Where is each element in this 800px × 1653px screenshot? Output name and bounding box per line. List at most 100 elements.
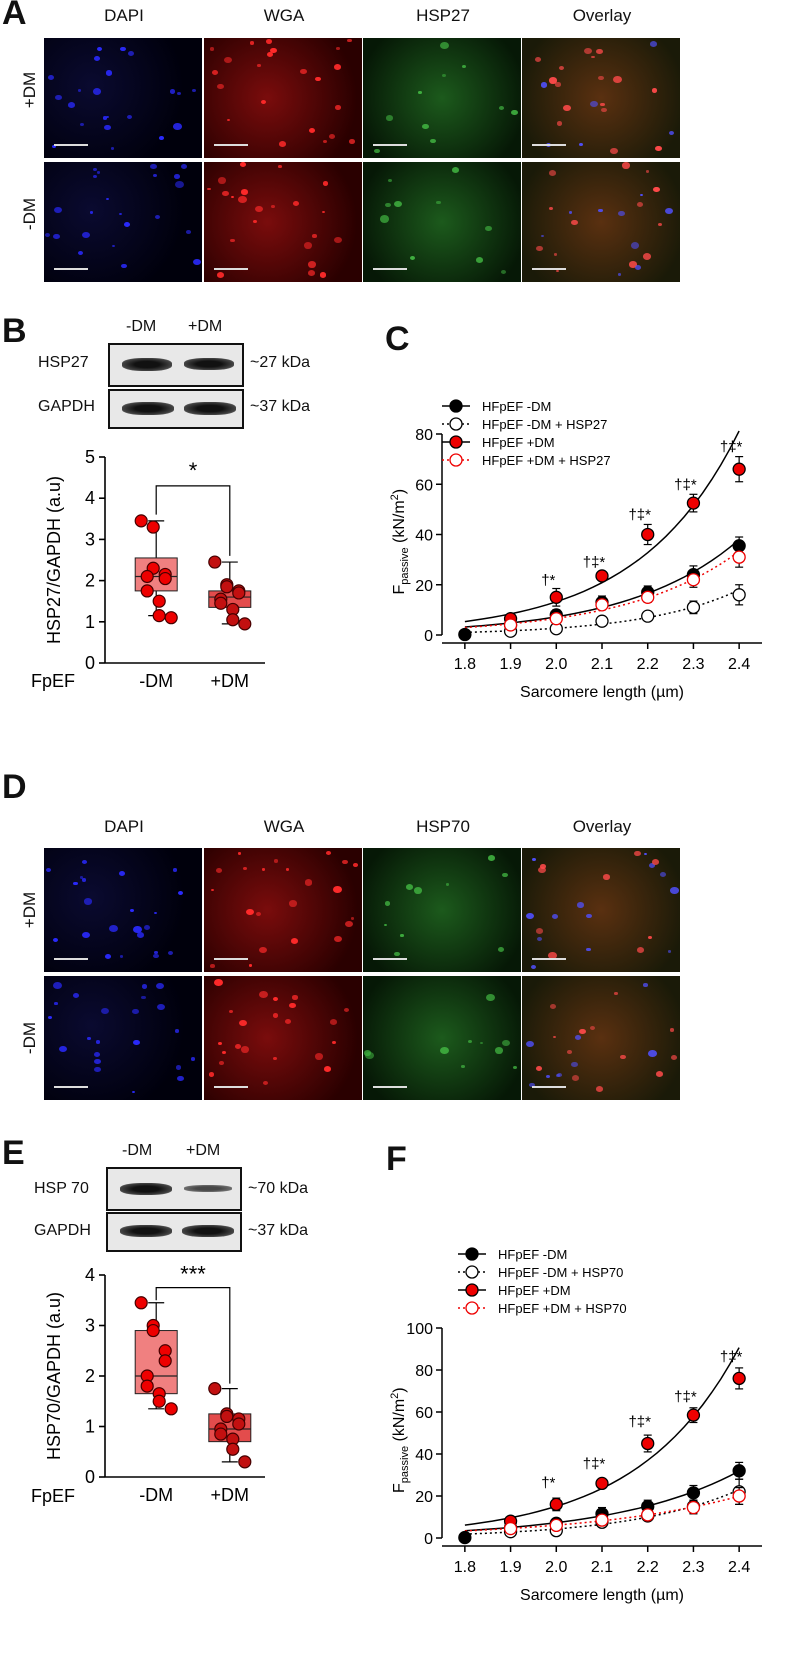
blot-row-gapdh-e: GAPDH — [34, 1222, 91, 1239]
cell-dot — [259, 946, 268, 954]
cell-dot — [173, 174, 180, 179]
scale-bar — [54, 144, 88, 146]
cell-dot — [334, 104, 341, 110]
data-point — [641, 1436, 655, 1451]
cell-dot — [156, 1003, 166, 1011]
cell-dot — [221, 190, 229, 197]
cell-dot — [418, 91, 422, 94]
scale-bar — [373, 958, 407, 960]
cell-dot — [47, 1015, 52, 1020]
cell-dot — [216, 272, 225, 279]
cell-dot — [421, 123, 429, 130]
cell-dot — [104, 953, 111, 959]
row-label-plus-dm: +DM — [20, 71, 39, 109]
cell-dot — [534, 56, 542, 62]
cell-dot — [600, 102, 605, 107]
cell-dot — [548, 170, 556, 176]
cell-dot — [94, 1058, 101, 1065]
cell-dot — [528, 1082, 535, 1088]
cell-dot — [384, 923, 388, 927]
data-point — [208, 555, 222, 569]
cell-dot — [556, 269, 560, 273]
cell-dot — [557, 1073, 562, 1078]
y-axis-label: HSP27/GAPDH (a.u) — [44, 476, 64, 644]
cell-dot — [556, 121, 562, 126]
cell-dot — [660, 871, 667, 877]
cell-dot — [598, 209, 603, 213]
cell-dot — [241, 189, 248, 195]
y-tick-label: 40 — [415, 1447, 433, 1464]
cell-dot — [252, 219, 257, 223]
cell-dot — [603, 874, 611, 880]
cell-dot — [123, 222, 130, 227]
cell-dot — [585, 913, 593, 919]
cell-dot — [487, 854, 496, 862]
cell-dot — [224, 56, 233, 63]
cell-dot — [152, 953, 159, 959]
data-point — [732, 462, 746, 476]
blot-col-plus-dm: +DM — [188, 318, 223, 335]
cell-dot — [334, 64, 342, 70]
cell-dot — [668, 130, 674, 135]
x-tick-label: 2.0 — [545, 656, 567, 673]
cell-dot — [614, 991, 618, 995]
micrograph-red-row1 — [204, 848, 362, 972]
cell-dot — [540, 234, 545, 238]
cell-dot — [73, 881, 78, 886]
data-point — [549, 1518, 563, 1533]
cell-dot — [131, 1091, 135, 1094]
cell-dot — [93, 55, 100, 61]
significance-annotation: †‡* — [720, 1349, 743, 1366]
data-point — [641, 527, 655, 542]
cell-dot — [249, 964, 253, 968]
cell-dot — [191, 88, 196, 92]
cell-dot — [342, 859, 348, 864]
cell-dot — [156, 982, 164, 989]
cell-dot — [353, 863, 358, 868]
cell-dot — [643, 253, 652, 260]
data-point — [641, 609, 655, 623]
cell-dot — [586, 947, 592, 952]
blot-row-hsp27: HSP27 — [38, 354, 89, 371]
cell-dot — [499, 106, 504, 111]
cell-dot — [548, 952, 557, 960]
scale-bar — [373, 1086, 407, 1088]
cell-dot — [52, 982, 62, 990]
x-tick-label: +DM — [211, 671, 250, 691]
cell-dot — [552, 1035, 556, 1038]
significance-bracket — [155, 485, 231, 556]
cell-dot — [304, 879, 313, 886]
cell-dot — [290, 937, 299, 944]
cell-dot — [272, 996, 279, 1002]
significance-annotation: †‡* — [583, 554, 606, 571]
cell-dot — [218, 177, 227, 184]
data-point — [732, 550, 746, 564]
group-label: HFpEF — [30, 671, 75, 691]
data-point — [220, 1409, 234, 1423]
cell-dot — [325, 850, 331, 855]
cell-dot — [101, 1007, 109, 1014]
data-point — [140, 569, 154, 584]
cell-dot — [540, 864, 547, 870]
y-tick-label: 1 — [85, 612, 95, 632]
x-tick-label: 2.4 — [728, 656, 750, 673]
cell-dot — [643, 983, 648, 987]
y-tick-label: 2 — [85, 1366, 95, 1386]
cell-dot — [309, 127, 316, 133]
cell-dot — [536, 245, 544, 252]
cell-dot — [595, 48, 603, 55]
cell-dot — [540, 82, 547, 88]
data-point — [158, 571, 172, 586]
cell-dot — [583, 47, 592, 55]
data-point — [238, 1455, 252, 1469]
cell-dot — [571, 220, 578, 226]
cell-dot — [644, 852, 648, 856]
cell-dot — [230, 238, 235, 243]
cell-dot — [255, 206, 263, 213]
scale-bar — [214, 144, 248, 146]
data-point — [641, 1508, 655, 1522]
cell-dot — [141, 984, 148, 989]
cell-dot — [550, 1004, 556, 1010]
cell-dot — [89, 211, 94, 215]
cell-dot — [667, 950, 671, 953]
